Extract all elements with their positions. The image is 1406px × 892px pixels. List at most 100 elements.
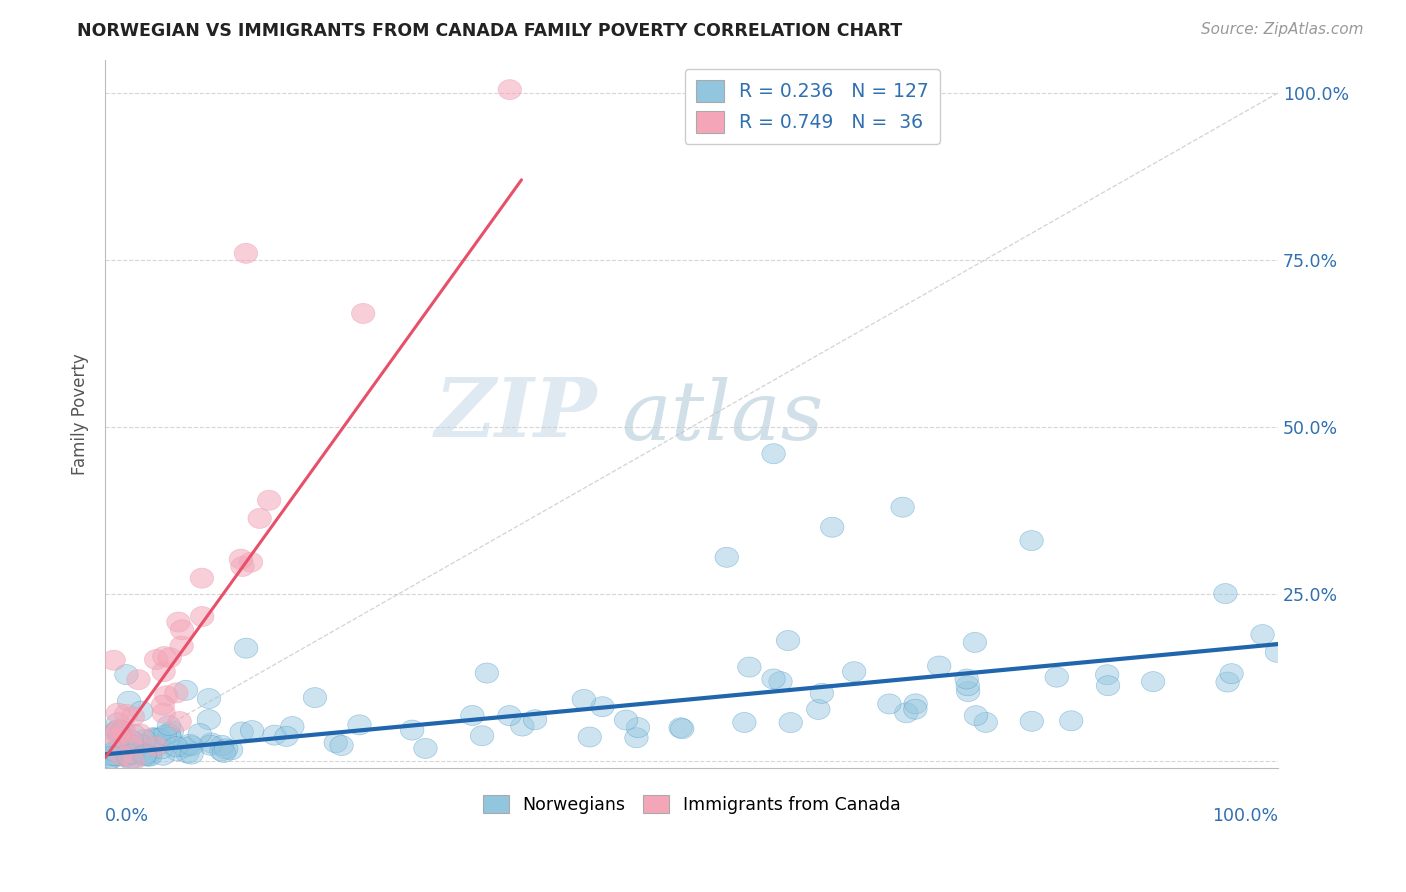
Ellipse shape [762, 443, 786, 464]
Ellipse shape [145, 649, 167, 670]
Ellipse shape [112, 746, 136, 766]
Ellipse shape [821, 517, 844, 537]
Ellipse shape [108, 723, 132, 743]
Ellipse shape [122, 751, 145, 771]
Ellipse shape [142, 728, 166, 747]
Ellipse shape [215, 739, 238, 759]
Ellipse shape [471, 726, 494, 746]
Ellipse shape [127, 670, 150, 690]
Ellipse shape [134, 730, 156, 749]
Ellipse shape [769, 672, 792, 691]
Ellipse shape [965, 706, 988, 726]
Ellipse shape [190, 607, 214, 626]
Ellipse shape [160, 722, 184, 741]
Ellipse shape [152, 695, 174, 715]
Ellipse shape [152, 745, 174, 765]
Ellipse shape [1019, 531, 1043, 550]
Ellipse shape [247, 508, 271, 528]
Ellipse shape [100, 748, 124, 769]
Ellipse shape [235, 638, 257, 658]
Ellipse shape [229, 549, 253, 569]
Ellipse shape [157, 723, 180, 744]
Ellipse shape [197, 710, 221, 730]
Ellipse shape [209, 741, 233, 761]
Ellipse shape [523, 710, 547, 730]
Ellipse shape [121, 744, 143, 764]
Ellipse shape [211, 735, 233, 756]
Ellipse shape [1045, 667, 1069, 687]
Ellipse shape [263, 725, 287, 745]
Ellipse shape [891, 497, 914, 517]
Ellipse shape [115, 732, 139, 752]
Ellipse shape [170, 620, 194, 640]
Ellipse shape [1097, 675, 1119, 696]
Ellipse shape [498, 79, 522, 100]
Ellipse shape [165, 737, 187, 756]
Ellipse shape [110, 746, 134, 765]
Ellipse shape [132, 746, 156, 766]
Text: 100.0%: 100.0% [1212, 806, 1278, 824]
Ellipse shape [118, 749, 142, 769]
Ellipse shape [104, 735, 127, 755]
Ellipse shape [152, 647, 176, 666]
Ellipse shape [115, 747, 139, 767]
Ellipse shape [100, 746, 124, 766]
Ellipse shape [115, 737, 139, 757]
Ellipse shape [614, 710, 638, 730]
Ellipse shape [842, 662, 866, 681]
Ellipse shape [121, 706, 145, 727]
Ellipse shape [1251, 624, 1274, 645]
Ellipse shape [173, 737, 197, 757]
Ellipse shape [304, 688, 326, 707]
Ellipse shape [146, 735, 169, 756]
Ellipse shape [274, 726, 298, 747]
Ellipse shape [170, 636, 193, 657]
Ellipse shape [98, 749, 122, 769]
Ellipse shape [1213, 583, 1237, 604]
Ellipse shape [128, 723, 152, 744]
Ellipse shape [117, 691, 141, 711]
Ellipse shape [956, 681, 980, 702]
Ellipse shape [200, 733, 224, 753]
Ellipse shape [1220, 664, 1243, 683]
Ellipse shape [904, 699, 927, 719]
Ellipse shape [626, 717, 650, 738]
Ellipse shape [779, 713, 803, 732]
Ellipse shape [323, 732, 347, 753]
Ellipse shape [143, 729, 167, 748]
Ellipse shape [150, 739, 173, 759]
Ellipse shape [167, 612, 190, 632]
Ellipse shape [146, 728, 170, 748]
Ellipse shape [115, 745, 139, 764]
Ellipse shape [956, 676, 980, 696]
Ellipse shape [1021, 711, 1043, 731]
Ellipse shape [1216, 672, 1239, 692]
Ellipse shape [347, 714, 371, 735]
Ellipse shape [669, 718, 692, 738]
Ellipse shape [115, 665, 138, 685]
Ellipse shape [330, 736, 353, 756]
Ellipse shape [461, 706, 484, 725]
Ellipse shape [219, 739, 243, 760]
Ellipse shape [240, 721, 264, 740]
Ellipse shape [738, 657, 761, 677]
Ellipse shape [733, 713, 756, 732]
Ellipse shape [974, 713, 997, 732]
Ellipse shape [235, 244, 257, 263]
Ellipse shape [121, 748, 145, 769]
Ellipse shape [134, 744, 157, 764]
Ellipse shape [174, 681, 198, 700]
Ellipse shape [103, 746, 127, 766]
Ellipse shape [212, 742, 236, 763]
Ellipse shape [120, 735, 143, 755]
Text: Source: ZipAtlas.com: Source: ZipAtlas.com [1201, 22, 1364, 37]
Ellipse shape [180, 736, 204, 756]
Ellipse shape [114, 705, 138, 724]
Ellipse shape [239, 552, 263, 572]
Ellipse shape [413, 739, 437, 758]
Ellipse shape [928, 656, 950, 676]
Ellipse shape [671, 719, 695, 739]
Ellipse shape [122, 724, 145, 744]
Ellipse shape [257, 491, 281, 510]
Ellipse shape [198, 735, 222, 756]
